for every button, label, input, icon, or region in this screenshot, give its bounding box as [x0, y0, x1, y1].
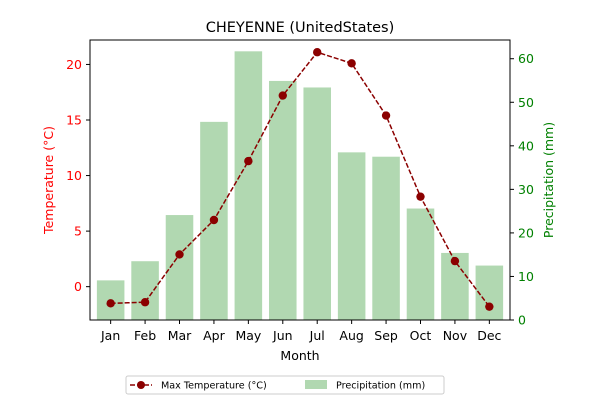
- x-tick-label: Aug: [339, 328, 363, 343]
- precip-bar-sep: [372, 156, 400, 320]
- x-axis-ticks: Jan Feb Mar Apr May Jun Jul Aug Sep Oct Nov Dec: [100, 320, 502, 343]
- precip-bar-aug: [337, 152, 366, 320]
- left-tick-label: 5: [74, 224, 82, 239]
- legend-temperature-label: Max Temperature (°C): [161, 381, 267, 392]
- temperature-line-path: [110, 51, 490, 308]
- precip-bar-feb: [131, 261, 159, 320]
- x-tick-label: Jan: [100, 328, 120, 343]
- x-tick-label: Oct: [410, 328, 432, 343]
- temp-point-jun: [278, 91, 287, 100]
- temp-point-jul: [313, 48, 322, 57]
- right-tick-label: 40: [518, 138, 534, 153]
- x-tick-label: Jun: [272, 328, 293, 343]
- left-tick-label: 0: [74, 279, 82, 294]
- precip-bar-may: [234, 51, 263, 320]
- right-axis-label: Precipitation (mm): [541, 122, 556, 238]
- chart-title: CHEYENNE (UnitedStates): [206, 20, 395, 36]
- x-tick-label: Apr: [203, 328, 225, 343]
- left-axis-ticks: 0 5 10 15 20: [66, 57, 90, 294]
- temp-point-jan: [106, 299, 115, 308]
- right-axis-ticks: 0 10 20 30 40 50 60: [510, 51, 534, 328]
- x-tick-label: Nov: [443, 328, 468, 343]
- right-tick-label: 0: [518, 313, 526, 328]
- temp-point-aug: [347, 59, 356, 68]
- x-axis-label: Month: [280, 348, 319, 363]
- temp-point-sep: [381, 111, 391, 120]
- plot-frame: [89, 39, 511, 321]
- left-axis-label: Temperature (°C): [41, 126, 56, 235]
- x-tick-label: Jul: [309, 328, 325, 343]
- legend-precipitation-label: Precipitation (mm): [336, 381, 425, 392]
- right-tick-label: 60: [518, 51, 534, 66]
- temp-point-mar: [175, 250, 184, 259]
- x-tick-label: Mar: [168, 328, 192, 343]
- x-tick-label: Dec: [477, 328, 501, 343]
- precip-bar-jun: [269, 80, 297, 320]
- temperature-line: [106, 48, 494, 311]
- temp-point-dec: [485, 302, 494, 311]
- x-tick-label: May: [235, 328, 261, 343]
- x-tick-label: Sep: [374, 328, 398, 343]
- temp-point-feb: [140, 298, 150, 307]
- x-tick-label: Feb: [134, 328, 156, 343]
- legend: Max Temperature (°C) Precipitation (mm): [125, 375, 445, 395]
- temp-point-nov: [450, 256, 460, 266]
- legend-bar-swatch: [305, 380, 327, 389]
- left-tick-label: 10: [66, 168, 82, 183]
- precip-bar-oct: [406, 208, 435, 320]
- temp-point-oct: [416, 192, 425, 201]
- right-tick-label: 20: [518, 225, 534, 240]
- left-tick-label: 15: [66, 113, 82, 128]
- right-tick-label: 10: [518, 269, 534, 284]
- temp-point-may: [244, 156, 253, 166]
- right-tick-label: 50: [518, 95, 534, 110]
- legend-frame: [125, 375, 445, 395]
- temp-point-apr: [209, 215, 219, 225]
- left-tick-label: 20: [66, 57, 82, 72]
- legend-line-marker: [137, 381, 145, 389]
- right-tick-label: 30: [518, 182, 534, 197]
- precip-bar-jul: [303, 87, 331, 321]
- precip-bar-dec: [475, 265, 504, 320]
- precipitation-bars: [96, 51, 504, 321]
